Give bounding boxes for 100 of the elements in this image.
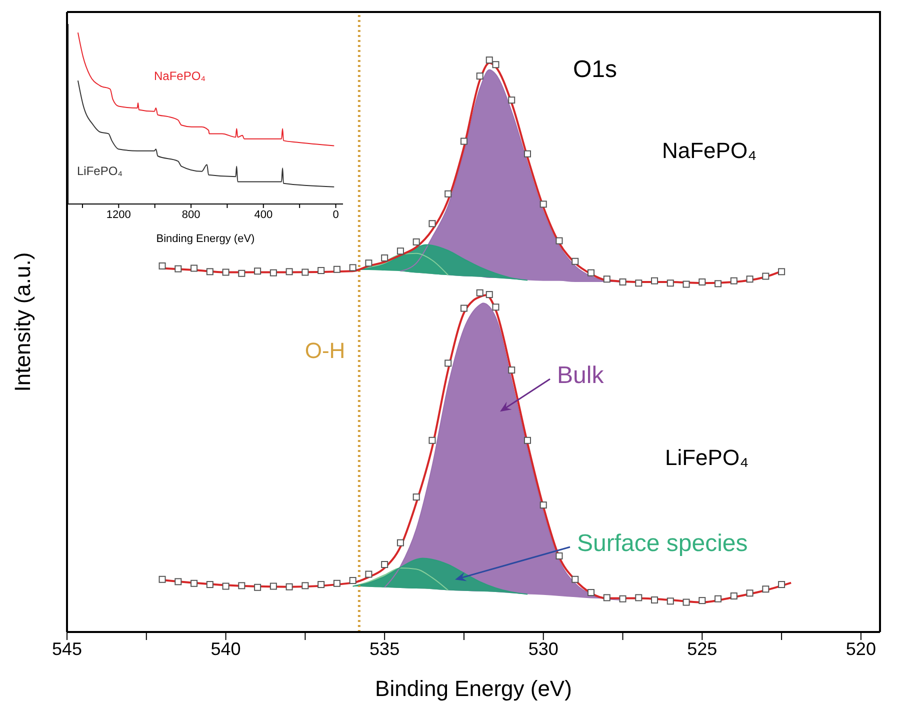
point [635,594,642,602]
point [365,260,372,267]
point [444,360,452,367]
point [778,581,786,588]
point [714,595,722,602]
point [238,270,246,277]
point [444,190,452,198]
point [286,268,293,276]
point [762,586,770,593]
point [270,269,277,276]
point [174,578,182,586]
point [302,582,309,590]
point [206,268,214,276]
point [286,583,293,590]
point [396,539,404,546]
text: NaFePO₄ [154,69,206,83]
point [524,150,531,158]
point [318,581,325,588]
point [158,576,166,583]
point [698,597,706,604]
point [349,577,356,584]
point [428,436,436,444]
point [190,580,198,587]
point [476,72,484,80]
point [635,280,642,287]
point [158,262,166,270]
point [492,304,500,311]
annotation: O1s [573,56,618,84]
annotation: Bulk [557,362,604,391]
point [222,268,230,276]
point [651,596,658,604]
x-tick-label: 525 [687,638,718,659]
point [174,265,182,272]
point [746,590,754,597]
x-tick-label: 1200 [106,208,131,221]
x-axis-title: Binding Energy (eV) [156,233,255,245]
point [540,502,547,509]
x-tick-label: 0 [332,208,339,221]
point [486,291,493,298]
x-tick-label: 800 [182,208,200,221]
point [746,276,754,283]
x-tick-label: 540 [210,638,241,659]
point [476,289,484,296]
point [486,56,493,64]
point [492,61,500,68]
annotation: LiFePO₄ [665,445,749,471]
x-axis-title: Binding Energy (eV) [375,676,572,701]
point [302,268,309,276]
point [460,138,468,145]
x-tick-label: 530 [528,638,558,659]
point [778,268,786,276]
point [682,598,690,606]
point [412,238,420,246]
point [254,584,262,591]
point [460,304,468,312]
series-label: LiFePO₄ [77,164,123,178]
x-tick-label: 520 [846,638,876,659]
point [206,581,214,588]
point [762,272,770,280]
x-tick-label: 545 [52,638,82,659]
point [190,264,198,272]
point [682,280,690,288]
point [556,552,563,560]
point [730,277,738,284]
point [365,570,372,578]
y-axis-title: Intensity (a.u.) [10,252,35,392]
point [588,269,595,276]
point [572,576,579,583]
point [222,582,230,590]
point [730,592,738,600]
x-tick-label: 535 [370,638,400,659]
point [254,268,262,275]
point [603,276,610,283]
point [666,280,674,287]
point [333,266,340,273]
point [318,267,325,274]
point [603,594,610,602]
point [333,580,340,587]
point [381,561,388,568]
point [556,237,563,244]
point [540,200,547,208]
point [588,589,595,596]
point [572,258,579,265]
point [428,220,436,228]
point [619,278,626,286]
point [381,254,388,262]
point [714,280,722,288]
annotation: Surface species [577,530,748,559]
point [270,582,277,590]
point [238,582,246,590]
point [524,436,531,444]
point [619,595,626,602]
point [349,264,356,272]
ref-line-label: O-H [304,338,346,363]
point [396,248,404,255]
point [508,366,516,374]
point [508,96,516,104]
point [698,278,706,286]
point [651,277,658,284]
x-tick-label: 400 [254,208,273,221]
